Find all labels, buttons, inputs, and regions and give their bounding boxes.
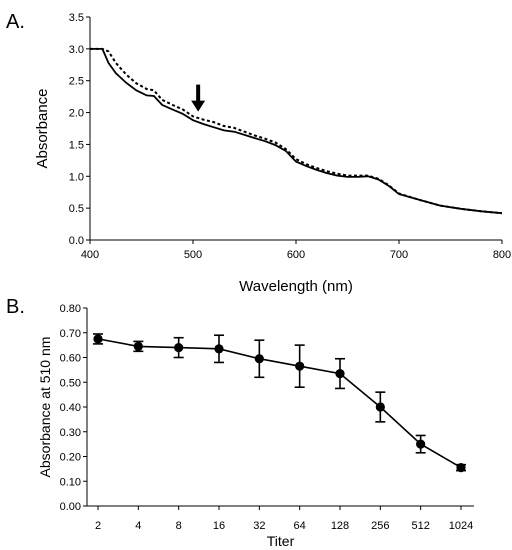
panel-b: B. 0.00 0.10 0.20 0.30 0.40 0.50 0.60 0.70 0.80 2… bbox=[6, 296, 474, 549]
panel-b-x-tick-label: 4 bbox=[135, 520, 141, 532]
panel-b-x-tick-label: 2 bbox=[95, 520, 101, 532]
panel-a-x-tick-label: 400 bbox=[81, 249, 99, 261]
panel-b-label: B. bbox=[6, 296, 25, 318]
panel-a-y-tick-label: 0.0 bbox=[69, 235, 84, 247]
panel-a-x-tick-label: 800 bbox=[493, 249, 511, 261]
panel-b-axes: 0.00 0.10 0.20 0.30 0.40 0.50 0.60 0.70 0.80 2 4 8 1… bbox=[60, 303, 474, 532]
data-point bbox=[375, 402, 385, 412]
panel-b-y-tick-label: 0.20 bbox=[60, 452, 81, 464]
panel-b-y-tick-label: 0.60 bbox=[60, 353, 81, 365]
panel-b-series bbox=[93, 333, 466, 473]
panel-a-y-tick-label: 3.5 bbox=[69, 12, 84, 24]
panel-b-x-tick-label: 32 bbox=[253, 520, 265, 532]
panel-a-x-tick-label: 500 bbox=[184, 249, 202, 261]
data-point bbox=[93, 334, 103, 344]
panel-a-label: A. bbox=[6, 11, 25, 33]
panel-b-y-tick-label: 0.00 bbox=[60, 501, 81, 513]
panel-a: A. 0.0 0.5 1.0 1.5 2.0 2.5 3.0 3.5 400 500 600 700 8… bbox=[6, 11, 511, 295]
panel-b-x-tick-label: 512 bbox=[411, 520, 429, 532]
panel-b-x-tick-label: 128 bbox=[331, 520, 349, 532]
data-point bbox=[214, 344, 224, 354]
panel-b-x-tick-label: 8 bbox=[176, 520, 182, 532]
panel-b-x-tick-label: 16 bbox=[213, 520, 225, 532]
panel-b-y-tick-label: 0.50 bbox=[60, 377, 81, 389]
data-point bbox=[295, 361, 305, 371]
panel-a-y-axis-title: Absorbance bbox=[34, 88, 51, 168]
panel-b-x-tick-label: 64 bbox=[294, 520, 306, 532]
panel-a-y-tick-label: 3.0 bbox=[69, 44, 84, 56]
panel-b-x-axis-title: Titer bbox=[267, 533, 295, 549]
panel-b-x-tick-label: 256 bbox=[371, 520, 389, 532]
panel-b-y-tick-label: 0.30 bbox=[60, 427, 81, 439]
panel-b-y-axis-title: Absorbance at 510 nm bbox=[37, 337, 53, 478]
panel-a-y-tick-label: 0.5 bbox=[69, 203, 84, 215]
panel-b-y-tick-label: 0.80 bbox=[60, 303, 81, 315]
panel-b-series-line bbox=[97, 338, 462, 469]
arrow-marker bbox=[191, 84, 206, 112]
panel-a-y-tick-label: 2.5 bbox=[69, 76, 84, 88]
data-point bbox=[174, 343, 184, 353]
panel-a-axes: 0.0 0.5 1.0 1.5 2.0 2.5 3.0 3.5 400 500 600 700 800 bbox=[69, 12, 511, 261]
panel-a-dashed-line bbox=[90, 47, 503, 215]
data-point bbox=[416, 439, 426, 449]
panel-b-x-tick-label: 1024 bbox=[449, 520, 473, 532]
panel-a-x-tick-label: 600 bbox=[287, 249, 305, 261]
panel-a-y-tick-label: 1.0 bbox=[69, 171, 84, 183]
panel-b-y-tick-label: 0.40 bbox=[60, 402, 81, 414]
panel-b-y-tick-label: 0.70 bbox=[60, 328, 81, 340]
data-point bbox=[456, 463, 466, 473]
panel-a-x-axis-title: Wavelength (nm) bbox=[239, 278, 353, 295]
panel-a-y-tick-label: 1.5 bbox=[69, 139, 84, 151]
panel-a-series bbox=[90, 47, 503, 215]
panel-a-x-tick-label: 700 bbox=[390, 249, 408, 261]
data-point bbox=[254, 354, 264, 364]
data-point bbox=[335, 368, 345, 379]
panel-a-y-tick-label: 2.0 bbox=[69, 108, 84, 120]
panel-a-solid-line bbox=[90, 48, 503, 215]
data-point bbox=[133, 341, 143, 351]
panel-b-y-tick-label: 0.10 bbox=[60, 476, 81, 488]
